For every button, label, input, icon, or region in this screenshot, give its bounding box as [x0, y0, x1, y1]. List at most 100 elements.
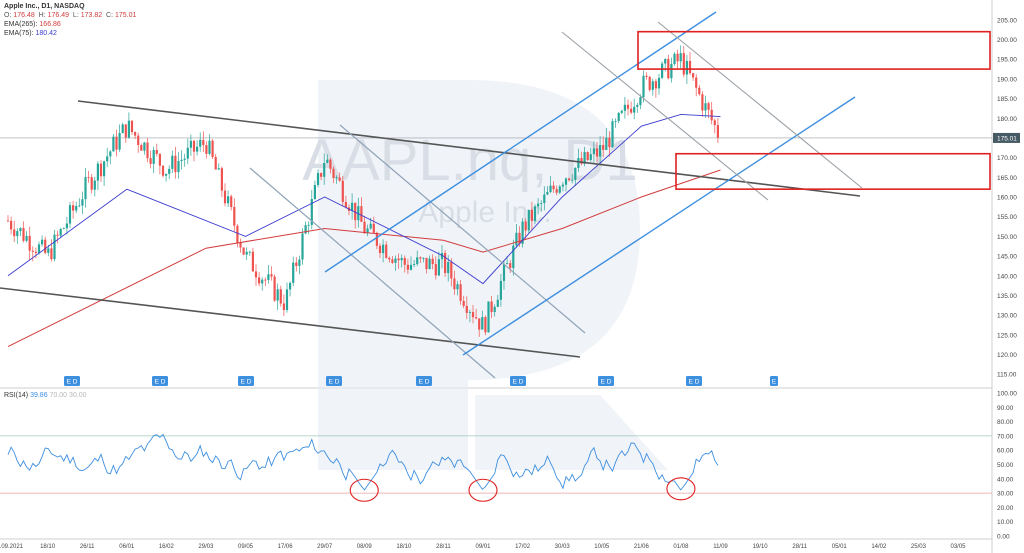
- candle-body: [301, 233, 304, 260]
- earnings-marker-box: [152, 376, 168, 386]
- candle-body: [502, 264, 506, 281]
- candle-body: [676, 53, 679, 62]
- candle-body: [450, 261, 453, 279]
- earnings-marker-label: E D: [513, 379, 524, 386]
- candle-body: [518, 232, 521, 244]
- candle-body: [707, 103, 710, 110]
- candle-body: [62, 228, 65, 230]
- date-tick-label: 30/03: [555, 544, 571, 550]
- earnings-marker-box: [510, 376, 526, 386]
- candle-body: [366, 228, 369, 234]
- candle-body: [282, 303, 285, 310]
- candle-body: [428, 258, 431, 270]
- candle-body: [276, 289, 279, 301]
- earnings-marker-label: E D: [689, 379, 700, 386]
- down-channel-lower: [339, 124, 586, 334]
- highlight-zone-1: [637, 30, 991, 70]
- down-channel-upper: [249, 167, 496, 379]
- candle-body: [617, 112, 620, 121]
- candle-body: [171, 155, 174, 169]
- candle-body: [81, 199, 84, 206]
- candle-body: [425, 257, 428, 270]
- candle-body: [220, 168, 223, 191]
- candle-body: [202, 139, 205, 146]
- recent-down-lower: [657, 21, 863, 189]
- candle-body: [106, 156, 109, 162]
- candle-body: [611, 121, 614, 148]
- candle-body: [34, 251, 37, 253]
- candle-body: [546, 192, 549, 195]
- price-tick-label: 160.00: [997, 195, 1017, 202]
- candle-body: [527, 209, 530, 231]
- candle-body: [326, 159, 329, 163]
- candle-body: [661, 63, 664, 78]
- date-tick-label: 29/03: [198, 544, 214, 550]
- candle-body: [639, 97, 642, 105]
- watermark-logo-foot: [475, 395, 668, 470]
- date-tick-label: 05/01: [832, 544, 848, 550]
- candle-body: [50, 248, 53, 260]
- candle-body: [329, 159, 332, 169]
- candle-body: [137, 135, 140, 146]
- candle-body: [68, 205, 72, 224]
- rsi-tick-label: 80.00: [997, 419, 1014, 426]
- date-tick-label: 03/05: [950, 544, 966, 550]
- candle-body: [19, 228, 22, 232]
- candle-body: [335, 177, 338, 179]
- candle-body: [341, 180, 344, 202]
- price-tick-label: 190.00: [997, 76, 1017, 83]
- candle-body: [261, 279, 264, 284]
- date-tick-label: 17/06: [278, 544, 294, 550]
- price-tick-label: 205.00: [997, 17, 1017, 24]
- earnings-marker-label: E D: [419, 379, 430, 386]
- date-tick-label: 28/11: [792, 544, 807, 550]
- candle-body: [673, 53, 676, 64]
- candle-body: [84, 177, 87, 200]
- price-tick-label: 140.00: [997, 273, 1017, 280]
- candle-body: [478, 318, 481, 330]
- candle-body: [716, 125, 719, 138]
- candle-body: [552, 185, 555, 190]
- candle-body: [490, 301, 493, 313]
- candle-body: [592, 148, 595, 155]
- rsi-tick-label: 40.00: [997, 476, 1014, 483]
- earnings-marker-box: [770, 376, 778, 386]
- candle-body: [636, 104, 639, 107]
- candle-body: [633, 106, 636, 113]
- candle-body: [540, 203, 543, 204]
- candle-body: [524, 221, 527, 231]
- date-tick-label: 17/02: [515, 544, 531, 550]
- up-channel-lower: [462, 96, 856, 356]
- candle-body: [512, 245, 515, 269]
- rsi-low-circle: [468, 478, 498, 502]
- candle-body: [72, 205, 75, 211]
- candle-body: [75, 206, 78, 211]
- price-tick-label: 115.00: [997, 372, 1017, 379]
- candle-body: [688, 60, 692, 74]
- candle-body: [307, 224, 310, 226]
- candle-body: [53, 234, 56, 260]
- price-tick-label: 185.00: [997, 96, 1017, 103]
- candle-body: [127, 120, 130, 138]
- candle-body: [372, 223, 375, 233]
- price-tick-label: 170.00: [997, 155, 1017, 162]
- candle-body: [487, 301, 490, 333]
- candle-body: [143, 142, 146, 151]
- candle-body: [515, 232, 518, 246]
- candle-body: [710, 109, 713, 121]
- earnings-marker-box: [598, 376, 614, 386]
- candle-body: [236, 225, 239, 243]
- candle-body: [47, 248, 50, 253]
- candle-body: [289, 282, 292, 290]
- candle-body: [437, 259, 440, 276]
- candle-body: [599, 144, 602, 157]
- candle-body: [651, 81, 654, 90]
- candle-body: [695, 77, 698, 88]
- candle-body: [130, 120, 134, 133]
- candle-body: [251, 251, 254, 272]
- candle-body: [397, 258, 400, 261]
- ema265-line: [7, 169, 721, 348]
- candle-body: [270, 274, 273, 277]
- earnings-marker-label: E D: [241, 379, 252, 386]
